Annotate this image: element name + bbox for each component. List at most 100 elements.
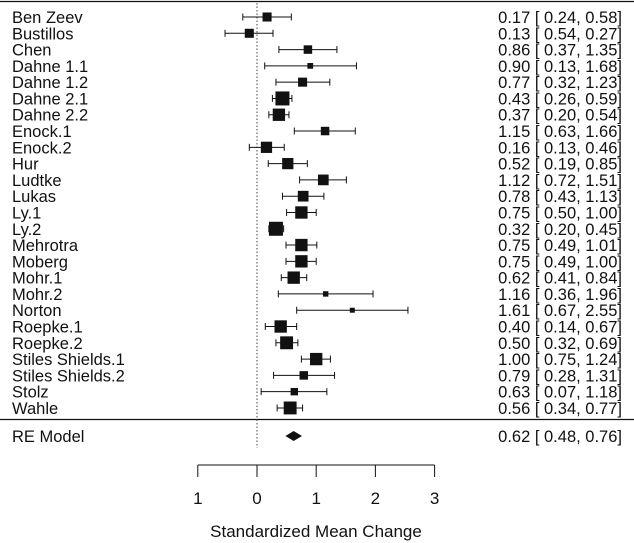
study-label: Moberg: [12, 253, 68, 271]
study-ci-text: 0.62 [ 0.41, 0.84]: [498, 270, 622, 288]
study-ci-text: 0.52 [ 0.19, 0.85]: [498, 156, 622, 174]
study-label: Mohr.2: [12, 286, 62, 304]
summary-diamond: [285, 431, 302, 441]
study-ci-text: 0.32 [ 0.20, 0.45]: [498, 221, 622, 239]
x-axis-label: Standardized Mean Change: [210, 522, 422, 541]
study-point-estimate: [244, 28, 254, 38]
study-row: Stiles Shields.1 1.00 [ 0.75, 1.24]: [12, 351, 622, 369]
study-label: Ly.1: [12, 204, 41, 222]
study-ci-text: 0.75 [ 0.50, 1.00]: [498, 204, 622, 222]
study-ci-text: 0.78 [ 0.43, 1.13]: [498, 188, 622, 206]
study-ci-text: 0.75 [ 0.49, 1.01]: [498, 237, 622, 255]
study-label: Norton: [12, 302, 62, 320]
study-point-estimate: [275, 91, 290, 106]
study-label: Enock.2: [12, 139, 72, 157]
study-point-estimate: [298, 77, 308, 87]
study-point-estimate: [268, 221, 283, 236]
study-point-estimate: [303, 45, 313, 54]
study-row: Norton 1.61 [ 0.67, 2.55]: [12, 302, 622, 320]
study-row: Dahne 2.1 0.43 [ 0.26, 0.59]: [12, 90, 622, 108]
study-point-estimate: [295, 238, 308, 252]
study-ci-text: 0.75 [ 0.49, 1.00]: [498, 253, 622, 271]
study-label: Mohr.1: [12, 270, 62, 288]
study-ci-text: 1.00 [ 0.75, 1.24]: [498, 351, 622, 369]
x-axis-tick-label: 0: [252, 489, 261, 508]
study-row: Mohr.1 0.62 [ 0.41, 0.84]: [12, 270, 622, 288]
study-ci-text: 0.17 [ 0.24, 0.58]: [498, 9, 622, 27]
study-row: Stiles Shields.2 0.79 [ 0.28, 1.31]: [12, 367, 622, 385]
study-ci-text: 1.16 [ 0.36, 1.96]: [498, 286, 622, 304]
study-point-estimate: [287, 271, 300, 284]
study-label: Ly.2: [12, 221, 41, 239]
study-row: Chen 0.86 [ 0.37, 1.35]: [12, 42, 622, 60]
study-point-estimate: [290, 387, 298, 396]
summary-ci-text: 0.62 [ 0.48, 0.76]: [498, 428, 622, 446]
study-point-estimate: [322, 291, 329, 297]
study-ci-text: 0.90 [ 0.13, 1.68]: [498, 58, 622, 76]
study-point-estimate: [299, 371, 309, 380]
study-ci-text: 0.43 [ 0.26, 0.59]: [498, 90, 622, 108]
study-row: Wahle 0.56 [ 0.34, 0.77]: [12, 400, 622, 418]
study-label: Mehrotra: [12, 237, 79, 255]
study-ci-text: 0.40 [ 0.14, 0.67]: [498, 319, 622, 337]
study-row: Dahne 1.1 0.90 [ 0.13, 1.68]: [12, 58, 622, 76]
study-label: Dahne 2.1: [12, 90, 88, 108]
study-point-estimate: [310, 352, 323, 366]
study-row: Lukas 0.78 [ 0.43, 1.13]: [12, 188, 622, 206]
study-ci-text: 0.50 [ 0.32, 0.69]: [498, 335, 622, 353]
summary-label: RE Model: [12, 428, 84, 446]
study-label: Chen: [12, 42, 51, 60]
study-point-estimate: [317, 174, 329, 186]
study-point-estimate: [349, 307, 355, 313]
study-point-estimate: [260, 141, 273, 153]
study-ci-text: 0.63 [ 0.07, 1.18]: [498, 384, 622, 402]
study-row: Dahne 2.2 0.37 [ 0.20, 0.54]: [12, 107, 622, 125]
x-axis-tick-label: 1: [193, 489, 202, 508]
study-row: Dahne 1.2 0.77 [ 0.32, 1.23]: [12, 74, 622, 92]
study-row: Moberg 0.75 [ 0.49, 1.00]: [12, 253, 622, 271]
study-ci-text: 0.77 [ 0.32, 1.23]: [498, 74, 622, 92]
study-ci-text: 1.61 [ 0.67, 2.55]: [498, 302, 622, 320]
study-ci-text: 0.56 [ 0.34, 0.77]: [498, 400, 622, 418]
study-point-estimate: [307, 62, 314, 69]
study-label: Stolz: [12, 384, 49, 402]
study-ci-text: 1.15 [ 0.63, 1.66]: [498, 123, 622, 141]
study-point-estimate: [262, 12, 272, 22]
study-label: Bustillos: [12, 25, 73, 43]
study-row: Stolz 0.63 [ 0.07, 1.18]: [12, 384, 622, 402]
study-point-estimate: [283, 401, 297, 415]
study-row: Ly.1 0.75 [ 0.50, 1.00]: [12, 204, 622, 222]
x-axis-tick-label: 3: [430, 489, 439, 508]
study-label: Roepke.1: [12, 319, 83, 337]
study-row: Mohr.2 1.16 [ 0.36, 1.96]: [12, 286, 622, 304]
study-point-estimate: [282, 157, 294, 170]
study-label: Ben Zeev: [12, 9, 83, 27]
study-row: Roepke.1 0.40 [ 0.14, 0.67]: [12, 319, 622, 337]
study-label: Hur: [12, 156, 39, 174]
study-row: Enock.2 0.16 [ 0.13, 0.46]: [12, 139, 622, 157]
study-label: Lukas: [12, 188, 56, 206]
study-ci-text: 1.12 [ 0.72, 1.51]: [498, 172, 622, 190]
study-point-estimate: [295, 255, 308, 268]
study-label: Stiles Shields.1: [12, 351, 125, 369]
study-label: Dahne 2.2: [12, 107, 88, 125]
study-point-estimate: [280, 336, 294, 350]
study-ci-text: 0.13 [ 0.54, 0.27]: [498, 25, 622, 43]
study-label: Wahle: [12, 400, 58, 418]
x-axis-tick-label: 2: [371, 489, 380, 508]
study-row: Ludtke 1.12 [ 0.72, 1.51]: [12, 172, 622, 190]
study-point-estimate: [295, 206, 308, 219]
study-ci-text: 0.79 [ 0.28, 1.31]: [498, 367, 622, 385]
study-row: Roepke.2 0.50 [ 0.32, 0.69]: [12, 335, 622, 353]
study-label: Enock.1: [12, 123, 72, 141]
study-row: Ben Zeev 0.17 [ 0.24, 0.58]: [12, 9, 622, 27]
study-label: Roepke.2: [12, 335, 83, 353]
study-ci-text: 0.86 [ 0.37, 1.35]: [498, 42, 622, 60]
study-label: Dahne 1.2: [12, 74, 88, 92]
study-ci-text: 0.37 [ 0.20, 0.54]: [498, 107, 622, 125]
x-axis-tick-label: 1: [311, 489, 320, 508]
study-label: Stiles Shields.2: [12, 367, 125, 385]
study-ci-text: 0.16 [ 0.13, 0.46]: [498, 139, 622, 157]
study-label: Dahne 1.1: [12, 58, 88, 76]
